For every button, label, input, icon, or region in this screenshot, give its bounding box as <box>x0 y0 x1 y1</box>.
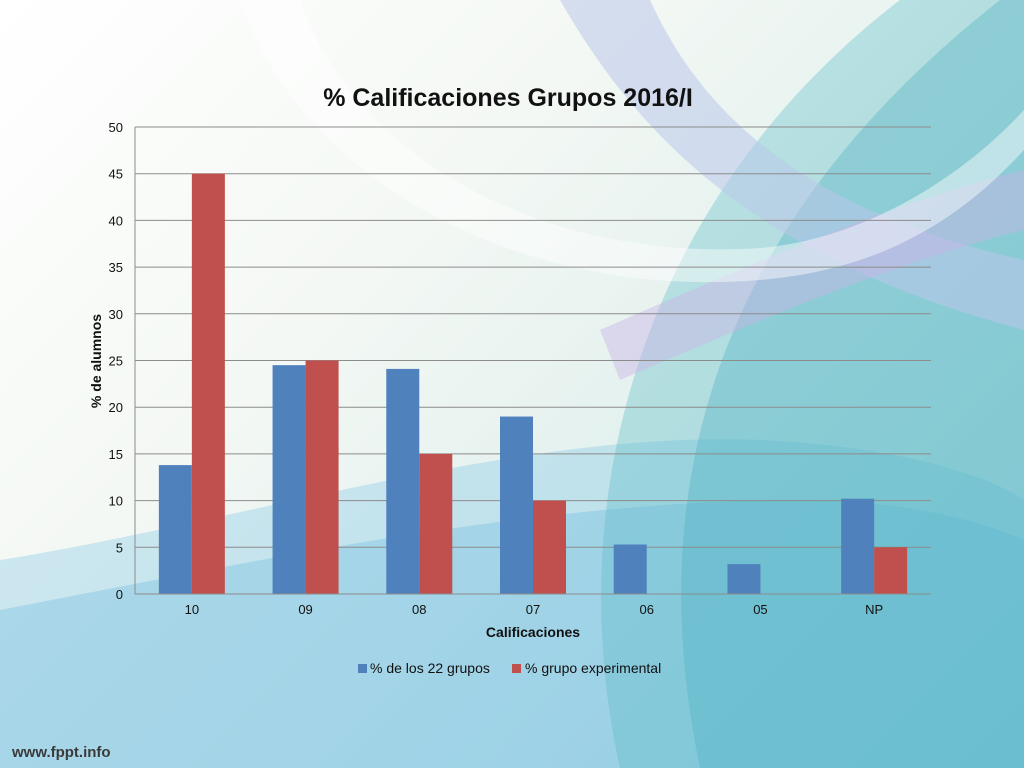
bars <box>158 173 908 594</box>
y-tick-label: 25 <box>109 354 123 369</box>
legend-label-series-1: % de los 22 grupos <box>370 660 490 676</box>
x-tick-label: 05 <box>753 602 767 617</box>
y-tick-label: 5 <box>116 540 123 555</box>
bar-series-2-09 <box>305 360 339 594</box>
bar-series-2-08 <box>419 453 453 594</box>
gridlines <box>135 126 931 548</box>
bar-series-2-07 <box>533 500 566 594</box>
bar-series-1-NP <box>841 498 875 594</box>
x-tick-label: 07 <box>526 602 540 617</box>
bar-series-2-10 <box>191 173 225 594</box>
y-tick-label: 20 <box>109 400 123 415</box>
bar-series-1-06 <box>613 544 647 594</box>
x-tick-label: 08 <box>412 602 426 617</box>
x-tick-label: 06 <box>639 602 653 617</box>
bar-series-1-09 <box>272 365 306 594</box>
y-tick-label: 45 <box>109 167 123 182</box>
y-tick-label: 15 <box>109 447 123 462</box>
x-tick-label: 09 <box>298 602 312 617</box>
footer-site-url: www.fppt.info <box>12 744 111 761</box>
y-tick-label: 0 <box>116 587 123 602</box>
y-axis-label: % de alumnos <box>88 314 104 408</box>
x-axis-label: Calificaciones <box>486 624 580 640</box>
y-tick-label: 35 <box>109 260 123 275</box>
y-tick-label: 50 <box>109 120 123 135</box>
legend-swatch-series-2 <box>512 664 521 673</box>
bar-series-1-10 <box>158 465 192 594</box>
bar-series-1-07 <box>500 416 533 594</box>
y-axis-ticks: 0 5 10 15 20 25 30 35 40 45 50 <box>109 120 123 602</box>
y-tick-label: 10 <box>109 494 123 509</box>
legend: % de los 22 grupos % grupo experimental <box>358 660 661 676</box>
legend-swatch-series-1 <box>358 664 367 673</box>
y-tick-label: 30 <box>109 307 123 322</box>
bar-series-1-08 <box>386 368 420 594</box>
chart-title: % Calificaciones Grupos 2016/I <box>323 84 693 112</box>
bar-series-1-05 <box>727 564 761 594</box>
legend-label-series-2: % grupo experimental <box>525 660 661 676</box>
bar-series-2-NP <box>874 547 908 594</box>
x-tick-label: 10 <box>185 602 199 617</box>
y-tick-label: 40 <box>109 213 123 228</box>
x-axis-ticks: 10 09 08 07 06 05 NP <box>185 602 884 617</box>
x-tick-label: NP <box>865 602 883 617</box>
